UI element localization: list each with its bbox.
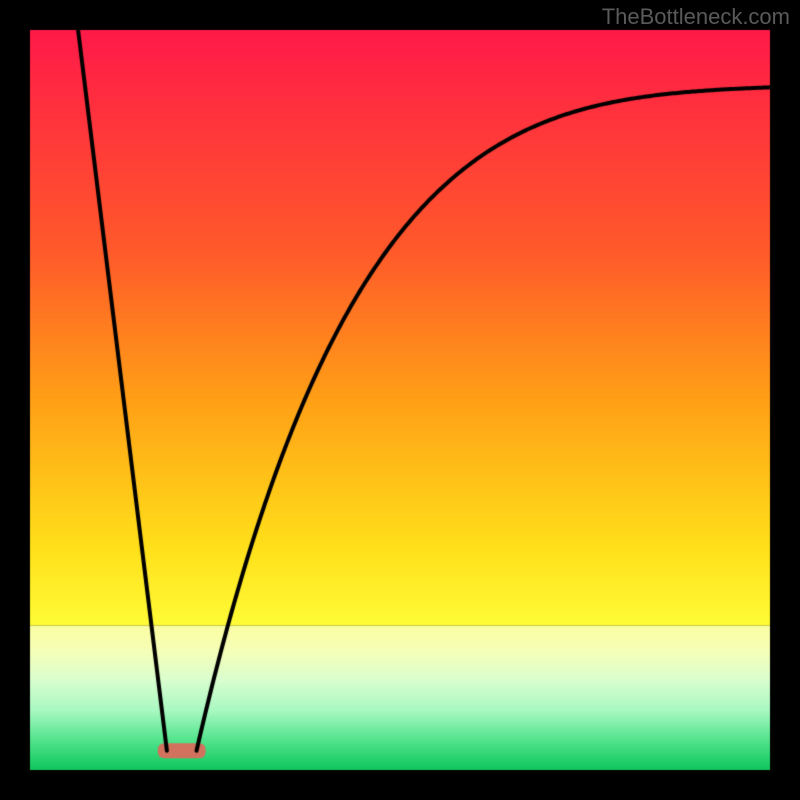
chart-frame: TheBottleneck.com	[0, 0, 800, 800]
watermark-text: TheBottleneck.com	[602, 4, 790, 30]
chart-canvas	[0, 0, 800, 800]
